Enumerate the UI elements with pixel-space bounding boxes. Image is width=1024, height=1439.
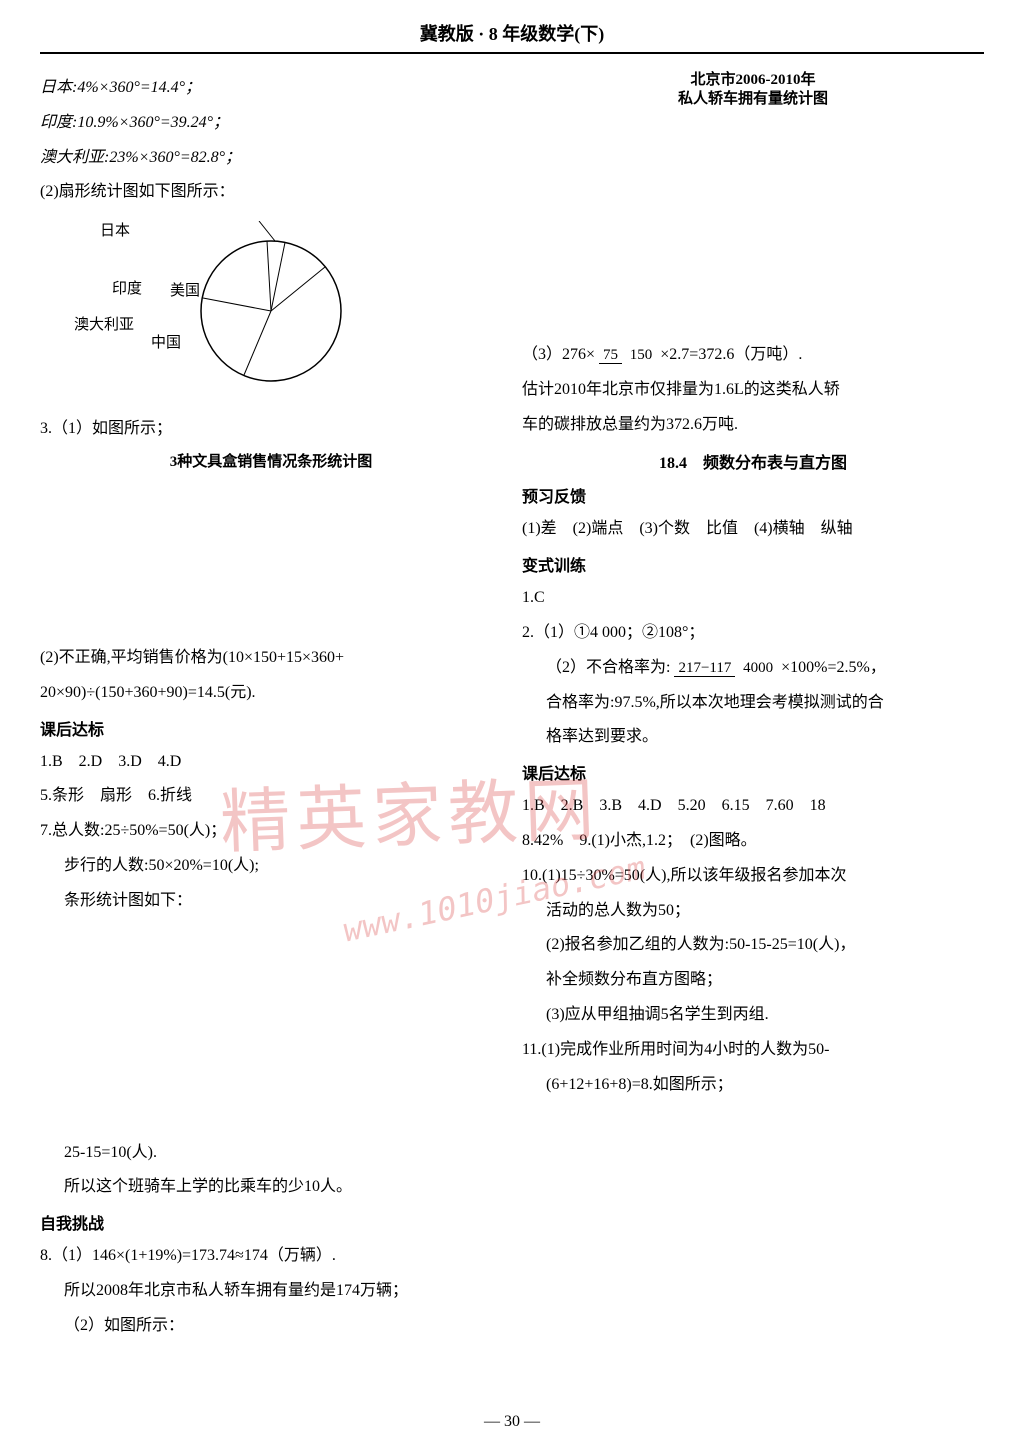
bx2b-post: ×100%=2.5%， (781, 659, 886, 676)
q3-2b: 20×90)÷(150+360+90)=14.5(元). (40, 679, 502, 708)
calc-india: 印度:10.9%×360°=39.24°； (40, 109, 502, 138)
two-column-layout: 日本:4%×360°=14.4°； 印度:10.9%×360°=39.24°； … (40, 68, 984, 1347)
q7a: 7.总人数:25÷50%=50(人)； (40, 817, 502, 846)
pie-label-india: 印度 (112, 277, 142, 298)
fraction-icon: 75 150 (599, 347, 656, 364)
q3-right: （3）276× 75 150 ×2.7=372.6（万吨）. (522, 341, 984, 370)
kh1: 1.B 2.B 3.B 4.D 5.20 6.15 7.60 18 (522, 792, 984, 821)
frac-num: 75 (599, 347, 622, 364)
kh2: 8.42% 9.(1)小杰,1.2； (2)图略。 (522, 827, 984, 856)
ziwo-title: 自我挑战 (40, 1210, 502, 1234)
left-column: 日本:4%×360°=14.4°； 印度:10.9%×360°=39.24°； … (40, 68, 502, 1347)
ans-row-1: 1.B 2.D 3.D 4.D (40, 748, 502, 777)
frac-den: 150 (626, 347, 657, 363)
ans-row-2: 5.条形 扇形 6.折线 (40, 782, 502, 811)
q3-pre: （3）276× (522, 346, 595, 363)
pie-label-china: 中国 (151, 331, 181, 352)
q8b: 所以2008年北京市私人轿车拥有量约是174万辆； (64, 1277, 502, 1306)
stationery-chart (60, 477, 502, 632)
pie-label-aus: 澳大利亚 (74, 313, 134, 334)
q11a: 11.(1)完成作业所用时间为4小时的人数为50- (522, 1036, 984, 1065)
q3-2a: (2)不正确,平均销售价格为(10×150+15×360+ (40, 644, 502, 673)
q8a: 8.（1）146×(1+19%)=173.74≈174（万辆）. (40, 1242, 502, 1271)
pie-chart: 日本 印度 美国 澳大利亚 中国 (40, 221, 502, 401)
car-chart-title2: 私人轿车拥有量统计图 (522, 87, 984, 108)
hw-chart (522, 1105, 984, 1290)
kehou-title: 课后达标 (40, 716, 502, 740)
stationery-chart-title: 3种文具盒销售情况条形统计图 (40, 450, 502, 471)
commute-chart (60, 922, 502, 1127)
q10c: (2)报名参加乙组的人数为:50-15-25=10(人)， (546, 931, 984, 960)
section-18-4: 18.4 频数分布表与直方图 (522, 449, 984, 473)
pie-intro: (2)扇形统计图如下图所示： (40, 178, 502, 207)
est1: 估计2010年北京市仅排量为1.6L的这类私人轿 (522, 376, 984, 405)
yuxi-ans: (1)差 (2)端点 (3)个数 比值 (4)横轴 纵轴 (522, 515, 984, 544)
kehou-right: 课后达标 (522, 760, 984, 784)
q3-post: ×2.7=372.6（万吨）. (660, 346, 802, 363)
bx1: 1.C (522, 584, 984, 613)
bx2: 2.（1）①4 000；②108°； (522, 619, 984, 648)
page-number: — 30 — (0, 1413, 1024, 1431)
pie-label-japan: 日本 (100, 219, 130, 240)
q3-intro: 3.（1）如图所示； (40, 415, 502, 444)
frac-den2: 4000 (739, 660, 777, 676)
fraction-icon: 217−117 4000 (674, 660, 777, 677)
q7d: 25-15=10(人). (64, 1139, 502, 1168)
q10d: 补全频数分布直方图略； (546, 966, 984, 995)
yuxi-title: 预习反馈 (522, 483, 984, 507)
car-chart (522, 114, 984, 329)
calc-japan: 日本:4%×360°=14.4°； (40, 74, 502, 103)
bx2d: 格率达到要求。 (546, 723, 984, 752)
bx2b-pre: （2）不合格率为: (546, 659, 670, 676)
right-column: 北京市2006-2010年 私人轿车拥有量统计图 （3）276× 75 150 … (522, 68, 984, 1347)
q7b: 步行的人数:50×20%=10(人); (64, 852, 502, 881)
q7c: 条形统计图如下： (64, 887, 502, 916)
q8c: （2）如图所示： (64, 1312, 502, 1341)
calc-australia: 澳大利亚:23%×360°=82.8°； (40, 144, 502, 173)
bianshi-title: 变式训练 (522, 552, 984, 576)
est2: 车的碳排放总量约为372.6万吨. (522, 411, 984, 440)
pie-label-usa: 美国 (170, 279, 200, 300)
bx2c: 合格率为:97.5%,所以本次地理会考模拟测试的合 (546, 689, 984, 718)
bx2b: （2）不合格率为: 217−117 4000 ×100%=2.5%， (546, 654, 984, 683)
q7e: 所以这个班骑车上学的比乘车的少10人。 (64, 1173, 502, 1202)
q10e: (3)应从甲组抽调5名学生到丙组. (546, 1001, 984, 1030)
q11b: (6+12+16+8)=8.如图所示； (546, 1071, 984, 1100)
q10a: 10.(1)15÷30%=50(人),所以该年级报名参加本次 (522, 862, 984, 891)
frac-num2: 217−117 (674, 660, 735, 677)
car-chart-title1: 北京市2006-2010年 (522, 68, 984, 89)
page-header: 冀教版 · 8 年级数学(下) (40, 20, 984, 54)
q10b: 活动的总人数为50； (546, 897, 984, 926)
